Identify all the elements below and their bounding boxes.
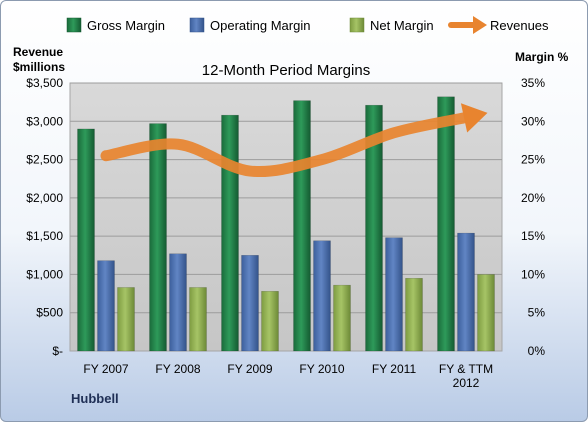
bar-net-margin — [405, 278, 423, 352]
y-right-tick-label: 10% — [521, 267, 545, 281]
chart-title: 12-Month Period Margins — [202, 62, 370, 79]
y-left-tick-label: $- — [52, 344, 63, 358]
y-left-tick-label: $2,000 — [26, 191, 63, 205]
bar-operating-margin — [169, 253, 187, 352]
bar-gross-margin — [77, 128, 95, 352]
x-tick-label: FY 2010 — [299, 362, 344, 376]
legend-label-net-margin: Net Margin — [370, 18, 434, 33]
bar-gross-margin — [221, 114, 239, 352]
bar-gross-margin — [437, 96, 455, 352]
y-left-tick-label: $1,000 — [26, 267, 63, 281]
revenues-series — [100, 103, 488, 178]
bar-net-margin — [261, 291, 279, 352]
revenues-line — [100, 111, 472, 178]
legend-label-gross-margin: Gross Margin — [87, 18, 165, 33]
legend-swatch-revenues — [448, 16, 487, 34]
bar-net-margin — [477, 274, 495, 352]
legend-swatch-net-margin — [349, 17, 365, 33]
x-tick-label: FY & TTM 2012 — [439, 362, 493, 390]
x-tick-labels: FY 2007 FY 2008 FY 2009 FY 2010 FY 2011 FY & … — [83, 362, 493, 390]
y-right-tick-labels: 0% 5% 10% 15% 20% 25% 30% 35% — [521, 76, 545, 358]
y-right-tick-label: 20% — [521, 191, 545, 205]
bar-net-margin — [117, 287, 135, 352]
legend: Gross Margin Operating Margin Net Margin… — [66, 16, 549, 34]
revenues-arrowhead — [460, 103, 488, 133]
y-right-tick-label: 25% — [521, 153, 545, 167]
x-tick-label: FY 2011 — [372, 362, 417, 376]
y-left-axis-title-line-2: $millions — [13, 60, 65, 74]
bar-net-margin — [333, 284, 351, 352]
bar-operating-margin — [241, 255, 259, 352]
bar-operating-margin — [457, 232, 475, 352]
company-name: Hubbell — [71, 391, 119, 406]
x-tick-label: FY 2008 — [155, 362, 200, 376]
y-left-tick-labels: $- $500 $1,000 $1,500 $2,000 $2,500 $3,000 $3,5… — [26, 76, 63, 358]
y-left-tick-label: $2,500 — [26, 153, 63, 167]
y-left-tick-label: $3,000 — [26, 114, 63, 128]
y-left-tick-label: $1,500 — [26, 229, 63, 243]
y-left-tick-label: $3,500 — [26, 76, 63, 90]
y-right-tick-label: 15% — [521, 229, 545, 243]
bar-operating-margin — [97, 260, 115, 352]
y-right-tick-label: 5% — [528, 306, 546, 320]
y-left-tick-label: $500 — [36, 306, 63, 320]
legend-label-revenues: Revenues — [490, 18, 549, 33]
bar-gross-margin — [293, 100, 311, 352]
bar-net-margin — [189, 287, 207, 352]
legend-swatch-gross-margin — [66, 17, 82, 33]
bar-operating-margin — [313, 240, 331, 352]
legend-swatch-operating-margin — [189, 17, 205, 33]
x-tick-label: FY 2007 — [83, 362, 128, 376]
bar-gross-margin — [365, 104, 383, 352]
y-left-axis-title-line-1: Revenue — [13, 45, 63, 59]
bar-operating-margin — [385, 237, 403, 352]
y-right-tick-label: 30% — [521, 114, 545, 128]
x-tick-label: FY 2009 — [227, 362, 272, 376]
y-right-tick-label: 0% — [528, 344, 546, 358]
y-right-tick-label: 35% — [521, 76, 545, 90]
bar-gross-margin — [149, 123, 167, 352]
y-right-axis-title: Margin % — [515, 50, 569, 64]
legend-label-operating-margin: Operating Margin — [210, 18, 310, 33]
